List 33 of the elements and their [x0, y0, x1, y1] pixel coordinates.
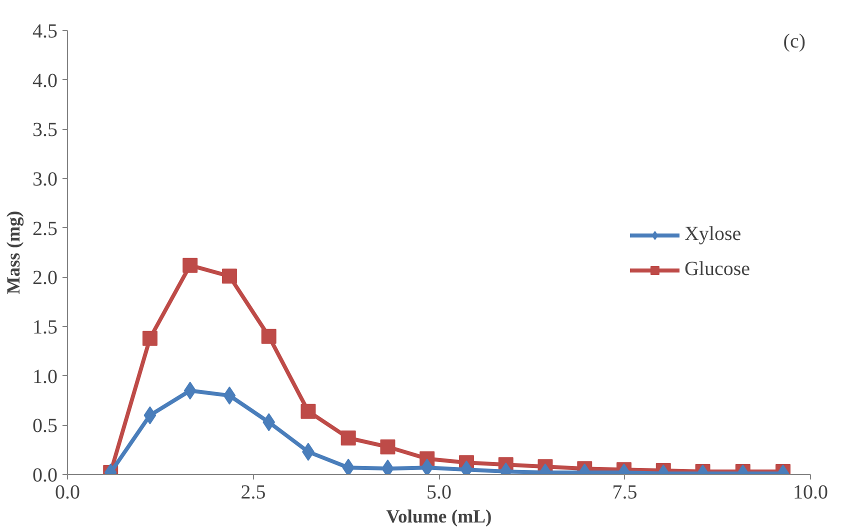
point [420, 458, 434, 474]
y-tick-label: 1.5 [32, 316, 58, 338]
point [144, 406, 156, 424]
point [340, 430, 356, 446]
point [342, 458, 355, 474]
point [380, 439, 396, 454]
y-tick-label: 0.5 [32, 415, 58, 438]
legend-label: Glucose [684, 258, 750, 281]
point [300, 404, 316, 419]
x-axis-title: Volume (mL) [386, 506, 492, 528]
y-tick-label: 2.0 [32, 267, 58, 290]
y-axis-title: Mass (mg) [4, 210, 24, 294]
annotation: (c) [783, 30, 806, 52]
point [223, 386, 236, 405]
y-tick-label: 1.0 [32, 366, 58, 388]
point [182, 258, 198, 273]
y-tick-label: 3.5 [32, 119, 58, 142]
y-tick-label: 4.0 [32, 70, 58, 92]
x-tick-label: 10.0 [793, 482, 828, 504]
y-tick-label: 2.5 [32, 218, 58, 240]
point [261, 328, 276, 344]
point [222, 268, 237, 284]
legend-label: Xylose [684, 223, 742, 246]
x-tick-label: 2.5 [240, 482, 266, 504]
point [262, 413, 276, 432]
x-tick-label: 7.5 [612, 482, 638, 504]
y-tick-label: 4.5 [32, 20, 58, 42]
x-tick-label: 5.0 [426, 482, 452, 504]
point [142, 330, 158, 346]
y-tick-label: 0.0 [32, 464, 58, 486]
point [184, 382, 196, 400]
x-tick-label: 0.0 [55, 482, 80, 504]
y-tick-label: 3.0 [32, 168, 58, 190]
